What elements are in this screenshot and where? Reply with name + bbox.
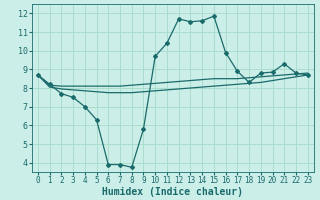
X-axis label: Humidex (Indice chaleur): Humidex (Indice chaleur) bbox=[102, 187, 243, 197]
